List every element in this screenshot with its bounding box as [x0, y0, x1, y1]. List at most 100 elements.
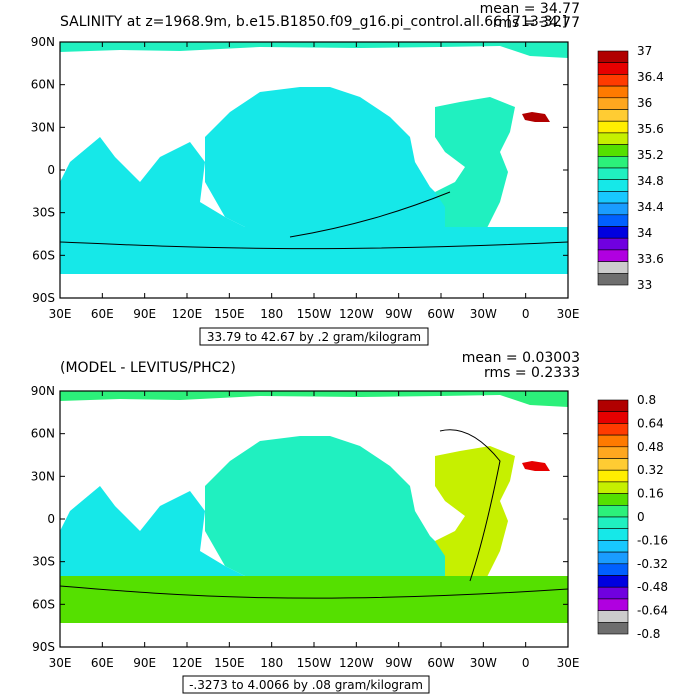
colorbar-swatch [597, 575, 629, 588]
colorbar-label: 37 [637, 44, 652, 58]
panel-bottom-map: 30E 60E 90E 120E 150E 180 150W 120W 90W 60W 30W 0 30… [31, 384, 580, 670]
colorbar-label: -0.32 [637, 557, 668, 571]
colorbar-label: -0.16 [637, 533, 668, 547]
x-tick-label: 30E [557, 656, 580, 670]
colorbar-swatch [597, 214, 629, 227]
colorbar-swatch [597, 109, 629, 122]
colorbar-label: 0.8 [637, 393, 656, 407]
colorbar-swatch [597, 505, 629, 518]
y-tick-label: 0 [47, 512, 55, 526]
colorbar-swatch [597, 85, 629, 99]
panel-top: SALINITY at z=1968.9m, b.e15.B1850.f09_g… [31, 1, 664, 346]
y-tick-label: 60S [32, 597, 55, 611]
y-tick-label: 90S [32, 291, 55, 305]
colorbar-swatch [597, 144, 629, 157]
colorbar-label: -0.8 [637, 627, 660, 641]
colorbar-swatch [597, 62, 629, 75]
x-tick-label: 180 [260, 307, 283, 321]
x-tick-label: 180 [260, 656, 283, 670]
x-tick-label: 60W [427, 307, 454, 321]
x-tick-label: 30W [470, 656, 497, 670]
colorbar-label: 33 [637, 278, 652, 292]
colorbar-swatch [597, 434, 629, 448]
colorbar-swatch [597, 120, 629, 134]
colorbar-swatch [597, 551, 629, 565]
x-tick-label: 90E [133, 307, 156, 321]
x-tick-label: 60E [91, 656, 114, 670]
x-tick-label: 60W [427, 656, 454, 670]
x-tick-label: 150E [214, 656, 245, 670]
x-tick-label: 150E [214, 307, 245, 321]
x-tick-label: 30E [49, 307, 72, 321]
colorbar-labels: 0.8 0.64 0.48 0.32 0.16 0 -0.16 -0.32 -0.48 -0.64… [637, 393, 668, 641]
x-tick-label: 30W [470, 307, 497, 321]
colorbar-label: 36.4 [637, 70, 664, 84]
region-mediterranean [522, 461, 550, 471]
colorbar-label: 33.6 [637, 252, 664, 266]
colorbar-label: 36 [637, 96, 652, 110]
panel-top-rms: rms = 34.77 [493, 15, 580, 31]
x-tick-label: 30E [557, 307, 580, 321]
panel-bottom-rms: rms = 0.2333 [484, 365, 580, 381]
panel-top-subtitle-box: 33.79 to 42.67 by .2 gram/kilogram [199, 327, 429, 346]
colorbar-swatch [597, 74, 629, 87]
colorbar-swatch [597, 586, 629, 600]
region-pacific [205, 436, 445, 591]
colorbar-swatch [597, 411, 629, 424]
panel-bottom-colorbar: 0.8 0.64 0.48 0.32 0.16 0 -0.16 -0.32 -0.48 -0.64… [597, 393, 668, 641]
region-southern [60, 227, 568, 274]
colorbar-label: 0.48 [637, 440, 664, 454]
y-tick-label: 30N [31, 120, 55, 134]
region-mediterranean [522, 112, 550, 122]
colorbar-label: 34 [637, 226, 652, 240]
colorbar-swatch [597, 598, 629, 611]
x-tick-label: 0 [522, 656, 530, 670]
colorbar-swatch [597, 622, 629, 635]
y-tick-label: 0 [47, 163, 55, 177]
panel-top-subtitle: 33.79 to 42.67 by .2 gram/kilogram [207, 330, 421, 344]
contour-line [59, 585, 569, 599]
colorbar-swatch [597, 469, 629, 483]
y-axis: 90N 60N 30N 0 30S 60S 90S [31, 384, 568, 654]
colorbar-swatch [597, 191, 629, 204]
colorbar-swatch [597, 261, 629, 274]
x-axis: 30E 60E 90E 120E 150E 180 150W 120W 90W 60W 30W 0 30… [49, 391, 580, 670]
region-pacific [205, 87, 445, 242]
x-tick-label: 120E [172, 656, 203, 670]
x-tick-label: 150W [297, 307, 332, 321]
x-tick-label: 60E [91, 307, 114, 321]
colorbar-swatch [597, 481, 629, 494]
y-tick-label: 60N [31, 78, 55, 92]
colorbar-label: 34.8 [637, 174, 664, 188]
region-southern [60, 576, 568, 623]
x-axis: 30E 60E 90E 120E 150E 180 150W 120W 90W 60W 30W 0 30… [49, 42, 580, 321]
colorbar-swatch [597, 610, 629, 623]
panel-top-map: 30E 60E 90E 120E 150E 180 150W 120W 90W 60W 30W 0 30… [31, 35, 580, 321]
colorbar-swatch [597, 528, 629, 541]
panel-bottom-subtitle: -.3273 to 4.0066 by .08 gram/kilogram [189, 678, 423, 692]
contour-line [59, 241, 569, 250]
colorbar-swatch [597, 179, 629, 192]
colorbar-label: -0.48 [637, 580, 668, 594]
colorbar-swatches [597, 399, 629, 635]
colorbar-swatch [597, 97, 629, 110]
panel-bottom-mean: mean = 0.03003 [462, 350, 580, 366]
colorbar-label: 34.4 [637, 200, 664, 214]
panel-top-mean: mean = 34.77 [480, 1, 580, 17]
colorbar-label: 0.16 [637, 487, 664, 501]
colorbar-swatch [597, 156, 629, 169]
colorbar-swatch [597, 423, 629, 436]
y-tick-label: 30S [32, 555, 55, 569]
region-atlantic [435, 97, 515, 242]
colorbar-swatch [597, 446, 629, 459]
y-tick-label: 90N [31, 384, 55, 398]
x-tick-label: 120W [339, 307, 374, 321]
x-tick-label: 120W [339, 656, 374, 670]
colorbar-swatch [597, 132, 629, 145]
region-indian [60, 486, 260, 591]
colorbar-swatch [597, 540, 629, 553]
colorbar-label: 0 [637, 510, 645, 524]
colorbar-swatch [597, 237, 629, 251]
x-tick-label: 90E [133, 656, 156, 670]
